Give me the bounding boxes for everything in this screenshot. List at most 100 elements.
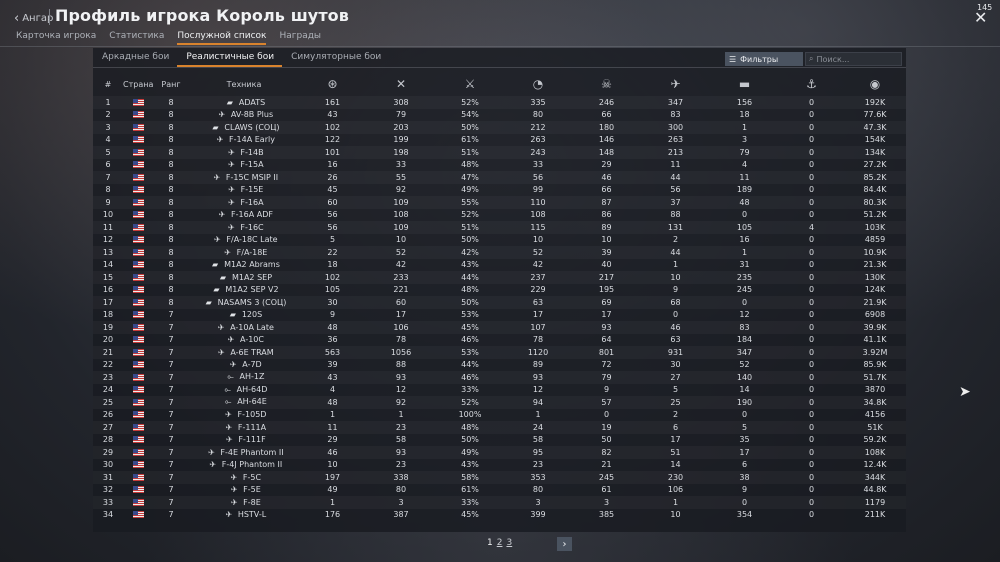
col-ground-targets[interactable]: ▬: [710, 72, 779, 96]
col-deaths[interactable]: ☠: [572, 72, 641, 96]
table-row[interactable]: 30 7 ✈ F-4J Phantom II 10 23 43% 23 21 14 6 0 12.4K: [93, 459, 906, 472]
profile-tab[interactable]: Послужной список: [177, 31, 267, 45]
profile-tab[interactable]: Награды: [279, 31, 322, 41]
col-air-kills[interactable]: ✕: [366, 72, 436, 96]
row-number: 29: [93, 446, 123, 459]
table-row[interactable]: 1 8 ▰ ADATS 161 308 52% 335 246 347 156 0 192K: [93, 96, 906, 109]
table-row[interactable]: 18 7 ▰ 120S 9 17 53% 17 17 0 12 0 6908: [93, 309, 906, 322]
game-mode-tab[interactable]: Реалистичные бои: [177, 52, 283, 67]
table-row[interactable]: 17 8 ▰ NASAMS 3 (СОЦ) 30 60 50% 63 69 68 0 0 21.9K: [93, 296, 906, 309]
stat-cell: 2: [672, 235, 679, 245]
stat-cell: 1: [398, 410, 404, 420]
stat-cell: 100%: [458, 410, 482, 420]
page-link[interactable]: 3: [506, 538, 513, 548]
heli-icon: ⟜: [227, 372, 234, 382]
table-row[interactable]: 2 8 ✈ AV-8B Plus 43 79 54% 80 66 83 18 0 77.6K: [93, 109, 906, 122]
stat-cell: 9: [603, 385, 610, 395]
table-row[interactable]: 28 7 ✈ F-111F 29 58 50% 58 50 17 35 0 59.2K: [93, 434, 906, 447]
table-row[interactable]: 10 8 ✈ F-16A ADF 56 108 52% 108 86 88 0 0 51.2K: [93, 209, 906, 222]
row-number: 27: [93, 421, 123, 434]
filters-button[interactable]: ☰ Фильтры: [725, 52, 803, 66]
col-rank[interactable]: Ранг: [161, 79, 181, 89]
profile-tab[interactable]: Карточка игрока: [16, 31, 97, 41]
table-row[interactable]: 34 7 ✈ HSTV-L 176 387 45% 399 385 10 354 0 211K: [93, 509, 906, 522]
table-row[interactable]: 32 7 ✈ F-5E 49 80 61% 80 61 106 9 0 44.8K: [93, 484, 906, 497]
vehicle-name: CLAWS (СОЦ): [224, 122, 280, 132]
table-row[interactable]: 31 7 ✈ F-5C 197 338 58% 353 245 230 38 0 344K: [93, 471, 906, 484]
page-link[interactable]: 1: [487, 538, 493, 548]
table-row[interactable]: 24 7 ⟜ AH-64D 4 12 33% 12 9 5 14 0 3870: [93, 384, 906, 397]
stat-cell: 39: [572, 246, 641, 259]
col-ground-kills[interactable]: ⊛: [299, 72, 366, 96]
table-row[interactable]: 20 7 ✈ A-10C 36 78 46% 78 64 63 184 0 41.1K: [93, 334, 906, 347]
table-row[interactable]: 16 8 ▰ M1A2 SEP V2 105 221 48% 229 195 9 245 0 124K: [93, 284, 906, 297]
search-input[interactable]: ⌕ Поиск...: [805, 52, 902, 66]
col-country[interactable]: Страна: [123, 79, 154, 89]
jet-icon: ✈: [208, 447, 215, 457]
table-row[interactable]: 27 7 ✈ F-111A 11 23 48% 24 19 6 5 0 51K: [93, 421, 906, 434]
table-row[interactable]: 3 8 ▰ CLAWS (СОЦ) 102 203 50% 212 180 300 1 0 47.3K: [93, 121, 906, 134]
col-air-targets[interactable]: ✈: [641, 72, 710, 96]
stat-cell: 61: [601, 485, 612, 495]
table-row[interactable]: 22 7 ✈ A-7D 39 88 44% 89 72 30 52 0 85.9K: [93, 359, 906, 372]
table-row[interactable]: 7 8 ✈ F-15C MSIP II 26 55 47% 56 46 44 11 0 85.2K: [93, 171, 906, 184]
col-num[interactable]: #: [104, 79, 112, 89]
table-row[interactable]: 6 8 ✈ F-15A 16 33 48% 33 29 11 4 0 27.2K: [93, 159, 906, 172]
stat-cell: 80: [532, 110, 544, 120]
table-row[interactable]: 15 8 ▰ M1A2 SEP 102 233 44% 237 217 10 235 0 130K: [93, 271, 906, 284]
stat-cell: 50%: [461, 435, 479, 445]
row-number: 11: [93, 221, 123, 234]
stat-cell: 0: [779, 296, 844, 309]
heli-icon: ⟜: [224, 384, 231, 394]
stat-cell: 0: [808, 160, 815, 170]
col-missions[interactable]: ◔: [504, 72, 572, 96]
stat-cell: 1179: [844, 496, 906, 509]
stat-cell: 347: [641, 96, 710, 109]
table-row[interactable]: 4 8 ✈ F-14A Early 122 199 61% 263 146 263 3 0 154K: [93, 134, 906, 147]
stat-cell: 53%: [436, 346, 504, 359]
table-row[interactable]: 14 8 ▰ M1A2 Abrams 18 42 43% 42 40 1 31 0 21.3K: [93, 259, 906, 272]
stat-cell: 237: [504, 271, 572, 284]
col-naval-targets[interactable]: ⚓: [779, 72, 844, 96]
stat-cell: 0: [808, 185, 815, 195]
col-vehicle[interactable]: Техника: [226, 79, 262, 89]
vehicle-name: AH-64D: [236, 384, 268, 394]
page-link[interactable]: 2: [496, 538, 503, 548]
stat-cell: 92: [366, 396, 436, 409]
stat-cell: 93: [366, 371, 436, 384]
table-row[interactable]: 13 8 ✈ F/A-18E 22 52 42% 52 39 44 1 0 10.9K: [93, 246, 906, 259]
table-row[interactable]: 21 7 ✈ A-6E TRAM 563 1056 53% 1120 801 931 347 0 3.9…: [93, 346, 906, 359]
table-row[interactable]: 19 7 ✈ A-10A Late 48 106 45% 107 93 46 83 0 39.9K: [93, 321, 906, 334]
table-row[interactable]: 5 8 ✈ F-14B 101 198 51% 243 148 213 79 0 134K: [93, 146, 906, 159]
col-research-points[interactable]: ◉: [844, 72, 906, 96]
stat-cell: 1056: [366, 346, 436, 359]
stat-cell: 95: [504, 446, 572, 459]
table-row[interactable]: 26 7 ✈ F-105D 1 1 100% 1 0 2 0 0 4156: [93, 409, 906, 422]
table-row[interactable]: 29 7 ✈ F-4E Phantom II 46 93 49% 95 82 51 17 0 108K: [93, 446, 906, 459]
table-row[interactable]: 9 8 ✈ F-16A 60 109 55% 110 87 37 48 0 80.3K: [93, 196, 906, 209]
stat-cell: 49: [327, 485, 338, 495]
stat-cell: 83: [710, 321, 779, 334]
stat-cell: 24: [504, 421, 572, 434]
usa-flag-icon: [132, 373, 144, 381]
tank-icon: ▰: [212, 122, 219, 132]
stat-cell: 50%: [461, 235, 479, 245]
table-row[interactable]: 11 8 ✈ F-16C 56 109 51% 115 89 131 105 4 103K: [93, 221, 906, 234]
table-row[interactable]: 12 8 ✈ F/A-18C Late 5 10 50% 10 10 2 16 0 4859: [93, 234, 906, 247]
table-row[interactable]: 23 7 ⟜ AH-1Z 43 93 46% 93 79 27 140 0 51.7K: [93, 371, 906, 384]
game-mode-tab[interactable]: Симуляторные бои: [291, 52, 382, 62]
table-row[interactable]: 25 7 ⟜ AH-64E 48 92 52% 94 57 25 190 0 34.8K: [93, 396, 906, 409]
close-icon[interactable]: ✕: [974, 8, 988, 27]
country-cell: [123, 309, 153, 322]
stat-cell: 10: [327, 460, 338, 470]
stat-cell: 52: [504, 246, 572, 259]
profile-tab[interactable]: Статистика: [109, 31, 165, 41]
col-win-rate[interactable]: ⚔: [436, 72, 504, 96]
table-row[interactable]: 33 7 ✈ F-8E 1 3 33% 3 3 1 0 0 1179: [93, 496, 906, 509]
game-mode-tab[interactable]: Аркадные бои: [102, 52, 170, 62]
table-row[interactable]: 8 8 ✈ F-15E 45 92 49% 99 66 56 189 0 84.4K: [93, 184, 906, 197]
next-page-button[interactable]: ›: [557, 537, 572, 551]
vehicle-cell: ✈ A-6E TRAM: [189, 346, 299, 359]
country-cell: [123, 484, 153, 497]
back-button[interactable]: ‹ Ангар: [14, 9, 53, 27]
